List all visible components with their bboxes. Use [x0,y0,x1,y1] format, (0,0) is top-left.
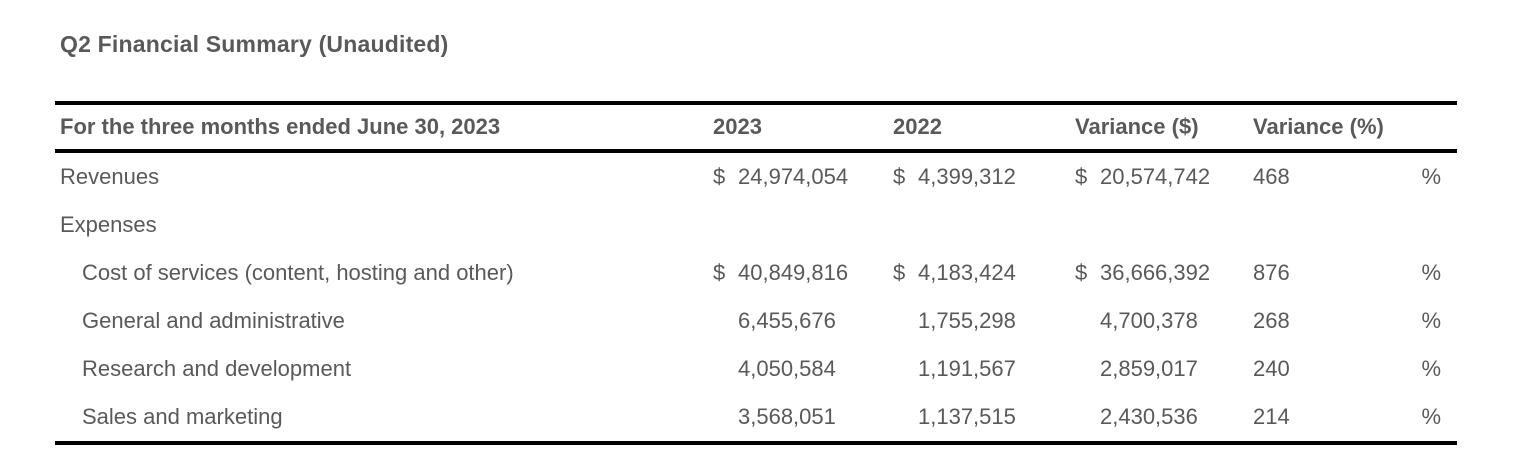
row-label: General and administrative [82,308,345,333]
currency-symbol: $ [713,260,726,285]
currency-symbol: $ [893,164,906,189]
amount-value: 1,755,298 [918,308,1016,333]
table-row: Cost of services (content, hosting and o… [55,249,1457,297]
row-label: Research and development [82,356,352,381]
percent-value: 214 [1253,404,1290,429]
financial-summary-table: For the three months ended June 30, 2023… [55,101,1457,445]
cell-2023: 3,568,051 [710,404,890,430]
table-row: General and administrative 6,455,676 1,755… [55,297,1457,345]
row-label: Cost of services (content, hosting and o… [82,260,514,285]
percent-symbol: % [1421,164,1441,189]
amount-value: 4,399,312 [918,164,1016,189]
currency-symbol: $ [893,260,906,285]
percent-value: 268 [1253,308,1290,333]
percent-value: 876 [1253,260,1290,285]
cell-2023: $40,849,816 [710,260,890,286]
amount-value: 4,700,378 [1100,308,1198,333]
header-col-2023: 2023 [713,114,762,139]
table-row: Sales and marketing 3,568,051 1,137,515 2,4… [55,393,1457,441]
cell-variance-percent: 468% [1253,164,1457,190]
percent-symbol: % [1421,260,1441,285]
table-body: Revenues $24,974,054 $4,399,312 $20,574,742… [55,153,1457,441]
header-col-variance-percent: Variance (%) [1253,114,1384,139]
cell-variance-dollar: 4,700,378 [1072,308,1253,334]
cell-variance-dollar: 2,430,536 [1072,404,1253,430]
currency-symbol: $ [1075,260,1088,285]
amount-value: 4,183,424 [918,260,1016,285]
cell-2022: 1,755,298 [890,308,1072,334]
cell-2023: $24,974,054 [710,164,890,190]
cell-variance-percent: 268% [1253,308,1457,334]
cell-variance-dollar: 2,859,017 [1072,356,1253,382]
cell-2022: 1,191,567 [890,356,1072,382]
table-header-row: For the three months ended June 30, 2023… [55,101,1457,153]
percent-value: 240 [1253,356,1290,381]
amount-value: 20,574,742 [1100,164,1211,189]
amount-value: 36,666,392 [1100,260,1211,285]
amount-value: 1,137,515 [918,404,1016,429]
cell-variance-percent: 876% [1253,260,1457,286]
percent-symbol: % [1421,356,1441,381]
page-title: Q2 Financial Summary (Unaudited) [60,31,449,57]
currency-symbol: $ [713,164,726,189]
amount-value: 40,849,816 [738,260,849,285]
row-label: Sales and marketing [82,404,283,429]
amount-value: 1,191,567 [918,356,1016,381]
amount-value: 6,455,676 [738,308,836,333]
table-row: Revenues $24,974,054 $4,399,312 $20,574,742… [55,153,1457,201]
header-col-variance-dollar: Variance ($) [1075,114,1199,139]
header-col-2022: 2022 [893,114,942,139]
currency-symbol: $ [1075,164,1088,189]
table-row: Expenses [55,201,1457,249]
cell-variance-percent: 240% [1253,356,1457,382]
header-period-label: For the three months ended June 30, 2023 [60,114,501,139]
percent-symbol: % [1421,308,1441,333]
amount-value: 24,974,054 [738,164,849,189]
cell-2022: $4,399,312 [890,164,1072,190]
percent-symbol: % [1421,404,1441,429]
table-row: Research and development 4,050,584 1,191,5… [55,345,1457,393]
row-label: Revenues [60,164,160,189]
cell-variance-dollar: $20,574,742 [1072,164,1253,190]
amount-value: 3,568,051 [738,404,836,429]
cell-2022: 1,137,515 [890,404,1072,430]
cell-2023: 4,050,584 [710,356,890,382]
amount-value: 2,859,017 [1100,356,1198,381]
cell-variance-dollar: $36,666,392 [1072,260,1253,286]
amount-value: 4,050,584 [738,356,836,381]
cell-2023: 6,455,676 [710,308,890,334]
cell-variance-percent: 214% [1253,404,1457,430]
cell-2022: $4,183,424 [890,260,1072,286]
row-label: Expenses [60,212,157,237]
percent-value: 468 [1253,164,1290,189]
amount-value: 2,430,536 [1100,404,1198,429]
